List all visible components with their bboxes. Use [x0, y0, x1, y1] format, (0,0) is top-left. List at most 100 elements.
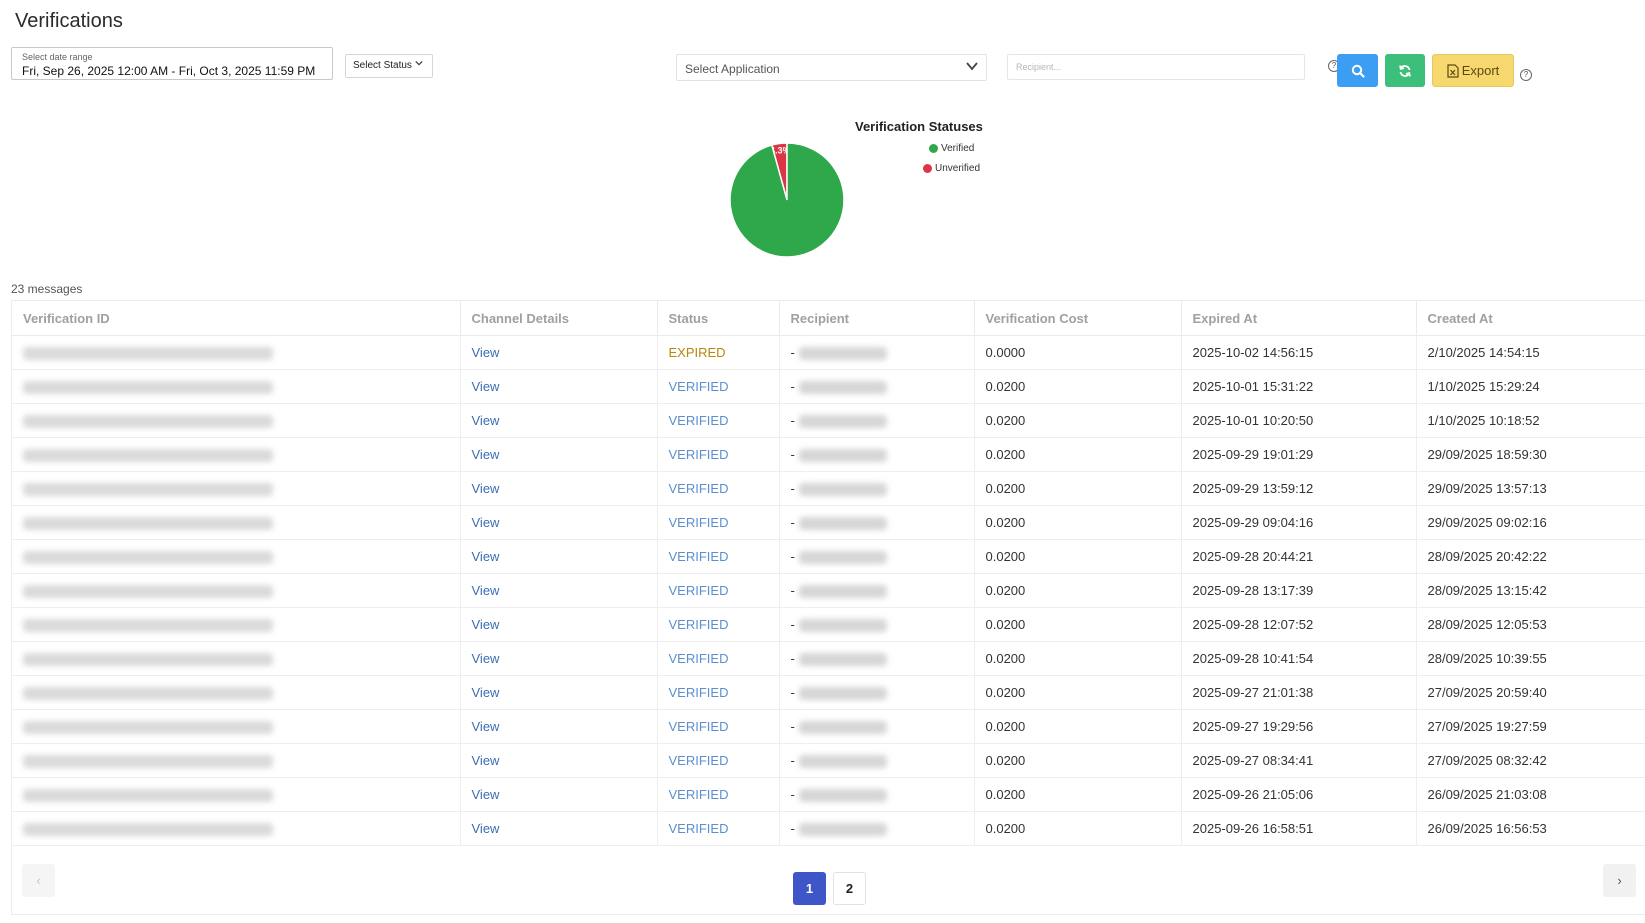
table-row: View VERIFIED - 0.0200 2025-09-27 19:29:56 27… — [12, 709, 1645, 744]
application-select[interactable]: Select Application — [676, 54, 987, 81]
recipient-cell: - — [779, 709, 975, 744]
cost-cell: 0.0200 — [974, 777, 1182, 812]
view-link[interactable]: View — [471, 413, 500, 428]
status-text: VERIFIED — [668, 413, 729, 428]
redacted-verification-id — [23, 755, 273, 769]
export-button[interactable]: Export — [1432, 54, 1514, 87]
table-row: View VERIFIED - 0.0200 2025-09-29 13:59:12 29… — [12, 471, 1645, 506]
view-link[interactable]: View — [471, 583, 500, 598]
export-label: Export — [1461, 63, 1500, 78]
pagination-page-1[interactable]: 1 — [793, 872, 826, 905]
created-at-cell: 29/09/2025 09:02:16 — [1416, 505, 1645, 540]
column-header: Status — [657, 301, 780, 336]
view-link[interactable]: View — [471, 515, 500, 530]
search-button[interactable] — [1337, 54, 1378, 87]
redacted-recipient — [798, 483, 887, 497]
file-excel-icon — [1447, 63, 1459, 78]
cost-cell: 0.0200 — [974, 743, 1182, 778]
created-at-cell: 27/09/2025 08:32:42 — [1416, 743, 1645, 778]
created-at-cell: 28/09/2025 13:15:42 — [1416, 573, 1645, 608]
date-range-picker[interactable]: Select date range Fri, Sep 26, 2025 12:0… — [11, 47, 333, 80]
redacted-verification-id — [23, 483, 273, 497]
channel-details-cell: View — [460, 403, 658, 438]
table-row: View VERIFIED - 0.0200 2025-09-26 21:05:06 26… — [12, 777, 1645, 812]
view-link[interactable]: View — [471, 719, 500, 734]
status-cell: VERIFIED — [657, 539, 780, 574]
pie-slice-verified[interactable] — [729, 142, 845, 258]
recipient-prefix: - — [790, 786, 795, 802]
view-link[interactable]: View — [471, 549, 500, 564]
pagination-next-button[interactable]: › — [1603, 864, 1636, 897]
column-header: Channel Details — [460, 301, 658, 336]
view-link[interactable]: View — [471, 753, 500, 768]
expired-at-cell: 2025-09-27 19:29:56 — [1181, 709, 1417, 744]
recipient-cell: - — [779, 641, 975, 676]
expired-at-cell: 2025-09-29 13:59:12 — [1181, 471, 1417, 506]
view-link[interactable]: View — [471, 447, 500, 462]
pagination-page-2[interactable]: 2 — [833, 872, 866, 905]
verification-id-cell — [12, 743, 461, 778]
recipient-input[interactable] — [1007, 54, 1305, 80]
view-link[interactable]: View — [471, 787, 500, 802]
expired-at-cell: 2025-09-28 20:44:21 — [1181, 539, 1417, 574]
channel-details-cell: View — [460, 675, 658, 710]
view-link[interactable]: View — [471, 685, 500, 700]
status-cell: EXPIRED — [657, 335, 780, 370]
pagination-prev-button[interactable]: ‹ — [22, 864, 55, 897]
redacted-verification-id — [23, 653, 273, 667]
cost-cell: 0.0200 — [974, 811, 1182, 846]
recipient-prefix: - — [790, 446, 795, 462]
expired-at-cell: 2025-09-27 08:34:41 — [1181, 743, 1417, 778]
page-title: Verifications — [15, 10, 123, 32]
status-text: EXPIRED — [668, 345, 726, 360]
table-row: View VERIFIED - 0.0200 2025-09-29 19:01:29 29… — [12, 437, 1645, 472]
verification-id-cell — [12, 641, 461, 676]
verification-id-cell — [12, 607, 461, 642]
created-at-cell: 27/09/2025 19:27:59 — [1416, 709, 1645, 744]
legend-item-unverified[interactable]: Unverified — [923, 163, 980, 174]
help-icon[interactable]: ? — [1520, 69, 1532, 81]
view-link[interactable]: View — [471, 617, 500, 632]
legend-item-verified[interactable]: Verified — [929, 143, 974, 154]
status-text: VERIFIED — [668, 583, 729, 598]
recipient-prefix: - — [790, 582, 795, 598]
cost-cell: 0.0200 — [974, 675, 1182, 710]
recipient-prefix: - — [790, 650, 795, 666]
view-link[interactable]: View — [471, 821, 500, 836]
status-text: VERIFIED — [668, 549, 729, 564]
table-row: View VERIFIED - 0.0200 2025-10-01 15:31:22 1/… — [12, 369, 1645, 404]
recipient-prefix: - — [790, 480, 795, 496]
status-select[interactable]: Select Status — [345, 54, 433, 78]
redacted-recipient — [798, 551, 887, 565]
status-cell: VERIFIED — [657, 811, 780, 846]
column-header: Verification ID — [12, 301, 461, 336]
created-at-cell: 1/10/2025 10:18:52 — [1416, 403, 1645, 438]
status-text: VERIFIED — [668, 651, 729, 666]
legend-marker — [923, 164, 932, 173]
channel-details-cell: View — [460, 641, 658, 676]
date-range-label: Select date range — [22, 52, 93, 62]
created-at-cell: 29/09/2025 18:59:30 — [1416, 437, 1645, 472]
verification-id-cell — [12, 709, 461, 744]
view-link[interactable]: View — [471, 379, 500, 394]
view-link[interactable]: View — [471, 651, 500, 666]
recipient-cell: - — [779, 437, 975, 472]
recipient-prefix: - — [790, 684, 795, 700]
recipient-cell: - — [779, 743, 975, 778]
status-text: VERIFIED — [668, 685, 729, 700]
expired-at-cell: 2025-09-28 12:07:52 — [1181, 607, 1417, 642]
expired-at-cell: 2025-09-26 16:58:51 — [1181, 811, 1417, 846]
verification-id-cell — [12, 505, 461, 540]
verifications-table: Verification ID Channel Details Status Reci… — [11, 300, 1645, 915]
redacted-recipient — [798, 449, 887, 463]
status-cell: VERIFIED — [657, 437, 780, 472]
recipient-cell: - — [779, 573, 975, 608]
recipient-cell: - — [779, 369, 975, 404]
table-row: View VERIFIED - 0.0200 2025-09-28 10:41:54 28… — [12, 641, 1645, 676]
expired-at-cell: 2025-09-27 21:01:38 — [1181, 675, 1417, 710]
view-link[interactable]: View — [471, 481, 500, 496]
created-at-cell: 29/09/2025 13:57:13 — [1416, 471, 1645, 506]
legend-marker — [929, 144, 938, 153]
view-link[interactable]: View — [471, 345, 500, 360]
refresh-button[interactable] — [1385, 54, 1425, 87]
